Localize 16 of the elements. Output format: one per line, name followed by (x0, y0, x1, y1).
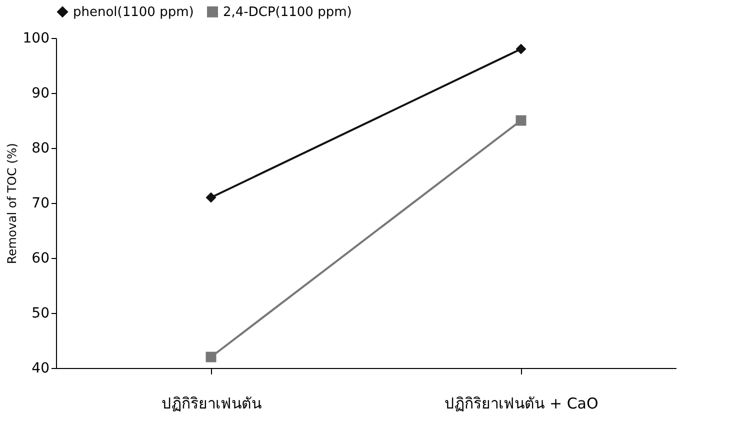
x-tick-label: ปฏิกิริยาเฟนตัน + CaO (444, 394, 598, 412)
y-tick-label: 50 (32, 306, 50, 322)
y-tick-label: 40 (32, 360, 50, 376)
legend-label: phenol(1100 ppm) (73, 4, 194, 20)
point (206, 352, 216, 362)
y-tick-label: 60 (32, 250, 50, 266)
y-axis-title: Removal of TOC (%) (4, 143, 19, 264)
y-tick-label: 80 (32, 140, 50, 156)
legend-label: 2,4-DCP(1100 ppm) (223, 4, 352, 20)
point (516, 44, 526, 54)
point (206, 192, 216, 203)
x-tick-label: ปฏิกิริยาเฟนตัน (162, 394, 262, 412)
y-tick-label: 90 (32, 86, 50, 102)
y-tick-label: 70 (32, 196, 50, 212)
y-tick-label: 100 (22, 30, 50, 46)
point (516, 115, 526, 126)
